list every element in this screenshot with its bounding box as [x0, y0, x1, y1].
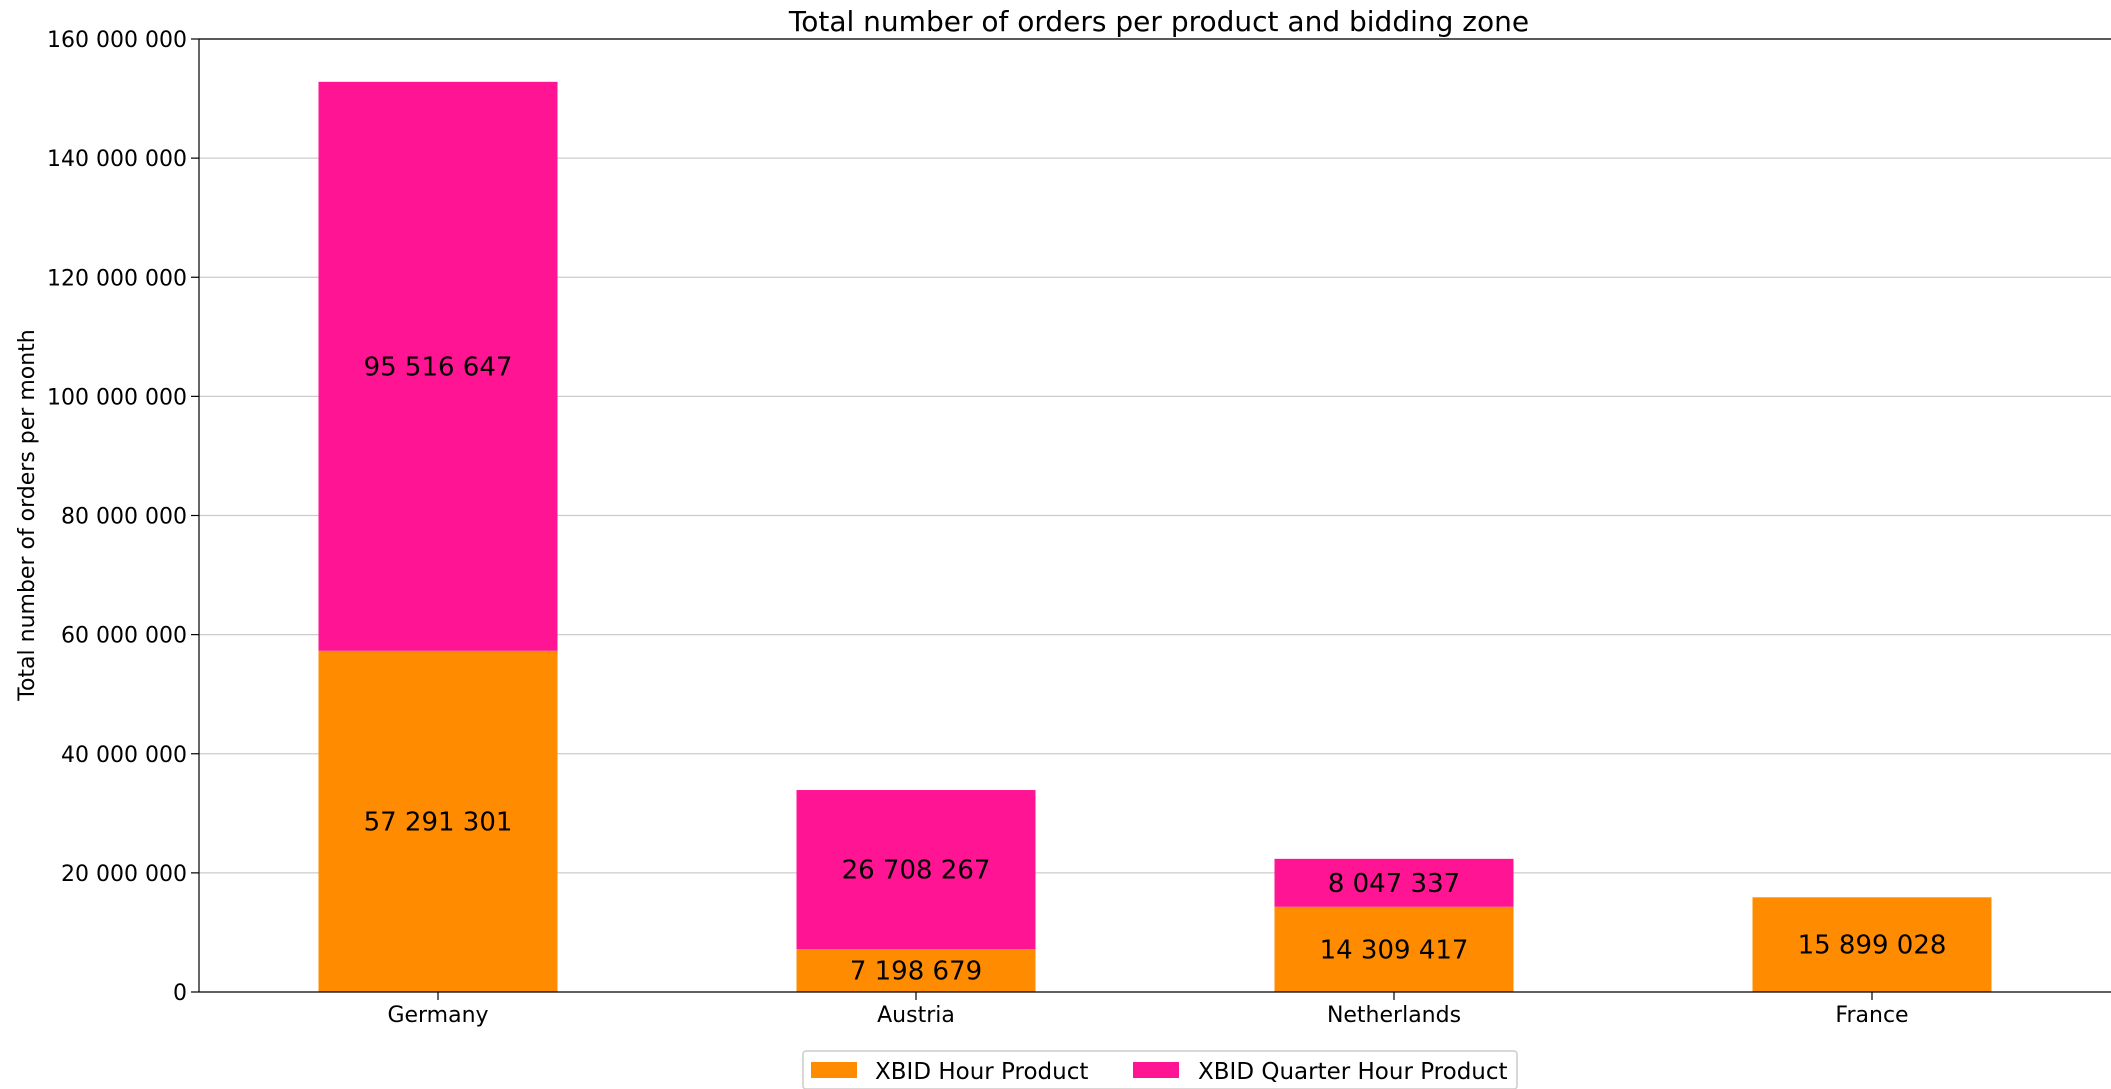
bar-data-label: 15 899 028: [1798, 931, 1947, 961]
bar-segment: [1274, 906, 1514, 992]
legend-label: XBID Quarter Hour Product: [1198, 1059, 1508, 1085]
legend: XBID Hour Product XBID Quarter Hour Produ…: [802, 1050, 1518, 1089]
legend-swatch: [811, 1062, 857, 1078]
legend-swatch: [1133, 1062, 1179, 1078]
bar-segment: [796, 949, 1036, 992]
bar-segment: [1274, 858, 1514, 907]
x-axis-ticks: Germany Austria Netherlands France: [387, 992, 1909, 1028]
x-tick-label: Germany: [387, 1003, 488, 1028]
x-tick-label: France: [1835, 1003, 1908, 1028]
bar-data-label: 57 291 301: [364, 807, 513, 837]
y-tick-label: 60 000 000: [61, 624, 187, 649]
bar-segment: [318, 650, 558, 992]
y-tick-label: 20 000 000: [61, 862, 187, 887]
y-tick-label: 120 000 000: [47, 266, 187, 291]
y-tick-label: 140 000 000: [47, 147, 187, 172]
bar-data-label: 26 708 267: [842, 856, 991, 886]
y-tick-label: 100 000 000: [47, 385, 187, 410]
bar-data-label: 95 516 647: [364, 352, 513, 382]
x-tick-label: Austria: [877, 1003, 955, 1028]
x-tick-label: Netherlands: [1327, 1003, 1461, 1028]
y-tick-label: 40 000 000: [61, 743, 187, 768]
bar-segment: [318, 81, 558, 651]
y-tick-label: 0: [173, 981, 187, 1006]
y-axis-label: Total number of orders per month: [15, 329, 40, 702]
bars: 57 291 301 95 516 647 7 198 679 26 708 267 1…: [318, 81, 1992, 992]
bar-data-label: 8 047 337: [1328, 869, 1460, 899]
bar-data-label: 14 309 417: [1320, 935, 1469, 965]
y-axis-ticks: 0 20 000 000 40 000 000 60 000 000 80 000 00…: [47, 28, 199, 1006]
bar-segment: [796, 790, 1036, 950]
chart-title: Total number of orders per product and b…: [788, 5, 1529, 38]
legend-label: XBID Hour Product: [875, 1059, 1088, 1085]
bar-data-label: 7 198 679: [850, 957, 982, 987]
bar-segment: [1752, 897, 1992, 992]
y-tick-label: 80 000 000: [61, 505, 187, 530]
y-tick-label: 160 000 000: [47, 28, 187, 53]
axes: [198, 38, 2111, 993]
